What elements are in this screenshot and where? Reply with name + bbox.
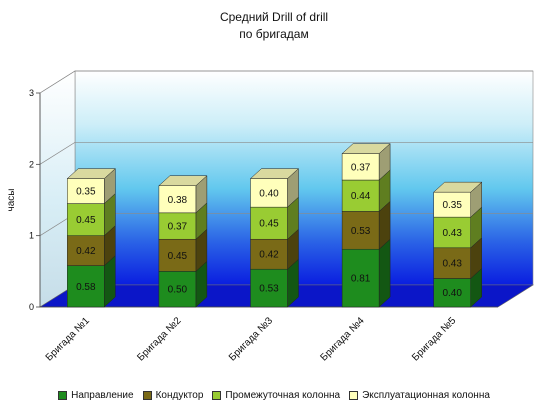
bar-top	[341, 143, 391, 154]
x-tick-label: Бригада №4	[319, 315, 368, 364]
x-tick-label: Бригада №3	[227, 315, 276, 364]
bar-segment	[433, 216, 471, 249]
bar-segment	[67, 203, 105, 236]
y-axis-label: часы	[6, 189, 17, 212]
bar-segment	[433, 191, 471, 218]
data-label: 0.53	[351, 226, 371, 237]
data-label: 0.35	[442, 200, 462, 211]
chart-title-line-2: по бригадам	[239, 27, 309, 41]
data-label: 0.37	[351, 162, 371, 173]
data-label: 0.45	[259, 219, 279, 230]
legend-item: Направление	[58, 390, 134, 401]
data-label: 0.81	[351, 274, 371, 285]
data-label: 0.42	[76, 246, 96, 257]
bar-segment	[158, 212, 197, 240]
data-label: 0.38	[168, 195, 188, 206]
bar-top	[433, 181, 483, 193]
gridline	[39, 141, 533, 165]
bar-segment	[250, 238, 288, 270]
bar-segment	[341, 248, 380, 308]
legend-swatch	[58, 391, 68, 400]
data-label: 0.58	[76, 282, 96, 293]
legend-swatch	[142, 391, 152, 400]
bar-segment	[341, 153, 380, 181]
data-label: 0.43	[442, 228, 462, 239]
legend-swatch	[212, 391, 222, 400]
y-tick-label: 2	[29, 159, 34, 169]
data-label: 0.53	[259, 284, 279, 295]
legend-item: Эксплуатационная колонна	[349, 390, 490, 401]
y-tick-label: 3	[29, 88, 34, 98]
bar-segment	[250, 206, 288, 240]
bar-top	[66, 168, 116, 179]
y-tick-label: 1	[29, 231, 34, 241]
bar-segment	[158, 238, 197, 272]
legend-label: Промежуточная колонна	[225, 390, 341, 401]
bar-segment	[158, 271, 197, 308]
bar-segment	[67, 178, 105, 204]
data-label: 0.43	[442, 259, 462, 270]
legend-item: Промежуточная колонна	[212, 390, 340, 401]
bar-segment	[341, 179, 380, 212]
bar-segment	[250, 268, 288, 308]
x-tick-label: Бригада №5	[410, 315, 459, 364]
gridline	[39, 70, 533, 94]
data-label: 0.40	[442, 288, 462, 299]
bar-side	[378, 238, 391, 308]
data-label: 0.37	[168, 222, 188, 233]
legend-label: Эксплуатационная колонна	[362, 390, 490, 401]
chart-title-line-1: Средний Drill of drill	[219, 10, 329, 24]
bar-segment	[341, 211, 380, 250]
chart-title: Средний Drill of drill по бригадам	[0, 9, 548, 43]
y-tick-label: 0	[29, 302, 34, 312]
legend-swatch	[349, 391, 359, 400]
x-tick-label: Бригада №1	[44, 315, 93, 364]
data-label: 0.50	[168, 285, 188, 296]
legend-item: Кондуктор	[142, 390, 204, 401]
data-label: 0.45	[76, 215, 96, 226]
data-label: 0.42	[259, 250, 279, 261]
bar-segment	[67, 235, 105, 266]
bar-segment	[433, 247, 471, 279]
legend: Направление Кондуктор Промежуточная колонн…	[0, 390, 548, 401]
legend-label: Направление	[71, 390, 134, 401]
bar-segment	[158, 185, 197, 214]
bar-top	[249, 168, 300, 179]
bar-top	[158, 175, 208, 186]
data-label: 0.45	[168, 251, 188, 262]
data-label: 0.35	[76, 187, 96, 198]
legend-label: Кондуктор	[155, 390, 204, 401]
data-label: 0.44	[351, 191, 371, 202]
x-tick-label: Бригада №2	[135, 315, 184, 364]
data-label: 0.40	[259, 188, 279, 199]
bar-segment	[67, 265, 105, 308]
